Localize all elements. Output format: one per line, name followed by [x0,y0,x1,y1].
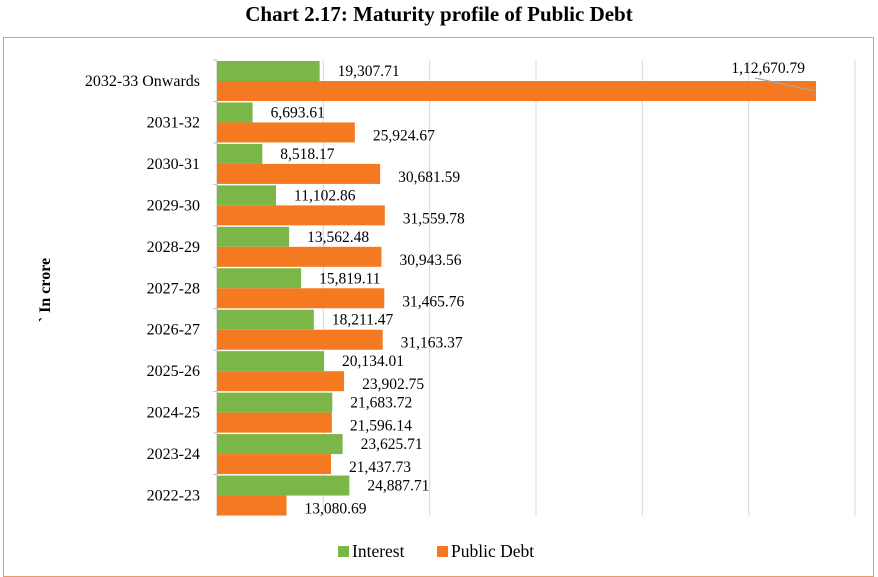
chart-title: Chart 2.17: Maturity profile of Public D… [245,2,633,26]
interest-bar [217,475,350,496]
category-label: 2029-30 [147,197,200,214]
category-label: 2032-33 Onwards [85,73,200,90]
public-debt-bar [217,122,355,143]
interest-value-label: 24,887.71 [367,478,429,495]
interest-value-label: 23,625.71 [361,436,423,453]
category-label: 2030-31 [147,156,200,173]
interest-value-label: 21,683.72 [350,395,412,412]
public-debt-bar [217,371,345,392]
category-label: 2022-23 [147,488,200,505]
public-debt-bar [217,454,331,475]
category-label: 2023-24 [147,446,200,463]
legend-swatch-interest [338,546,349,557]
interest-bar [217,102,253,123]
interest-value-label: 15,819.11 [319,270,380,287]
category-label: 2031-32 [147,114,200,131]
public-debt-bar [217,246,382,267]
public-debt-bar [217,495,287,516]
legend-label-interest: Interest [352,541,405,561]
interest-value-label: 19,307.71 [338,63,400,80]
public-debt-value-label: 30,681.59 [398,169,460,186]
interest-bar [217,309,314,330]
interest-bar [217,185,277,206]
category-label: 2026-27 [147,322,200,339]
interest-value-label: 18,211.47 [332,312,394,329]
public-debt-value-label: 13,080.69 [305,501,367,518]
public-debt-bar [217,163,381,184]
legend-swatch-public-debt [437,546,448,557]
public-debt-bar [217,288,385,309]
category-label: 2025-26 [147,363,200,380]
interest-value-label: 8,518.17 [280,146,335,163]
public-debt-value-label: 23,902.75 [362,376,424,393]
category-label: 2027-28 [147,280,200,297]
category-label: 2028-29 [147,239,200,256]
interest-bar [217,143,263,164]
interest-value-label: 6,693.61 [271,104,325,121]
interest-value-label: 11,102.86 [294,187,356,204]
public-debt-value-label: 1,12,670.79 [731,60,805,77]
data-label-leader [754,77,816,92]
public-debt-value-label: 31,465.76 [402,293,464,310]
public-debt-value-label: 30,943.56 [400,252,462,269]
public-debt-value-label: 31,559.78 [403,210,465,227]
interest-value-label: 20,134.01 [342,353,404,370]
interest-bar [217,434,343,455]
category-label: 2024-25 [147,405,200,422]
public-debt-bar [217,81,817,101]
public-debt-value-label: 21,437.73 [349,459,411,476]
y-axis-title: ` In crore [37,258,54,322]
public-debt-bar [217,205,385,226]
public-debt-bar [217,412,332,433]
interest-bar [217,392,333,413]
public-debt-bar [217,329,383,350]
interest-bar [217,226,290,247]
interest-bar [217,351,325,372]
interest-bar [217,268,302,289]
interest-value-label: 13,562.48 [307,229,369,246]
public-debt-value-label: 25,924.67 [373,127,435,144]
legend-label-public-debt: Public Debt [451,541,534,561]
public-debt-value-label: 21,596.14 [350,418,412,435]
public-debt-value-label: 31,163.37 [401,335,463,352]
interest-bar [217,61,320,81]
